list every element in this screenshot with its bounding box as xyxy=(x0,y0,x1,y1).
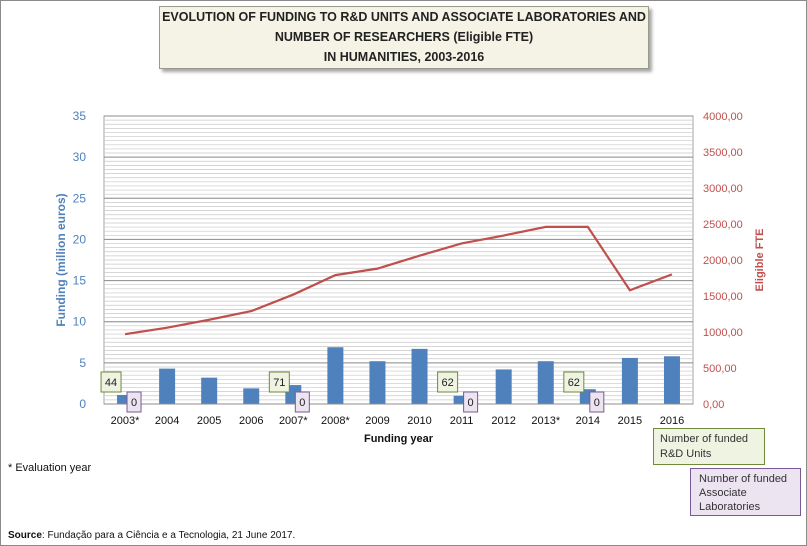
bar xyxy=(411,348,428,404)
funded-units-box xyxy=(268,371,290,393)
title-line-2: NUMBER OF RESEARCHERS (Eligible FTE) xyxy=(274,30,534,44)
x-tick-label: 2011 xyxy=(450,415,474,427)
x-tick-label: 2012 xyxy=(491,415,515,427)
y-tick-label: 35 xyxy=(73,109,87,123)
funded-labs-box xyxy=(126,391,142,413)
bar xyxy=(243,388,260,404)
y2-tick-label: 0,00 xyxy=(703,399,724,411)
funded-units-label: 71 xyxy=(273,377,285,389)
x-tick-label: 2007* xyxy=(279,415,308,427)
x-tick-label: 2003* xyxy=(111,415,140,427)
y2-axis-title: Eligible FTE xyxy=(754,229,766,292)
y2-tick-label: 1000,00 xyxy=(703,327,743,339)
funded-labs-box xyxy=(463,391,479,413)
y2-tick-label: 3500,00 xyxy=(703,147,743,159)
title-line-3: IN HUMANITIES, 2003-2016 xyxy=(323,50,485,64)
y-tick-label: 10 xyxy=(73,315,87,329)
x-tick-label: 2009 xyxy=(365,415,389,427)
y2-tick-label: 1500,00 xyxy=(703,291,743,303)
funded-units-box xyxy=(437,371,459,393)
funded-labs-label: 0 xyxy=(468,397,474,409)
x-tick-label: 2010 xyxy=(407,415,431,427)
bar xyxy=(369,361,386,404)
y-axis-title: Funding (million euros) xyxy=(54,193,68,326)
funded-units-box xyxy=(563,371,585,393)
bar xyxy=(495,369,512,404)
x-tick-label: 2014 xyxy=(576,415,600,427)
x-tick-label: 2016 xyxy=(660,415,684,427)
bar xyxy=(327,347,344,404)
funded-labs-label: 0 xyxy=(131,397,137,409)
y-tick-label: 0 xyxy=(79,397,86,411)
source-label: Source xyxy=(8,530,42,541)
x-tick-label: 2006 xyxy=(239,415,263,427)
funded-labs-box xyxy=(589,391,605,413)
bar xyxy=(621,357,638,404)
x-tick-label: 2015 xyxy=(618,415,642,427)
y-tick-label: 15 xyxy=(73,274,87,288)
x-axis-title: Funding year xyxy=(364,433,434,445)
funded-units-label: 62 xyxy=(568,377,580,389)
bar xyxy=(537,361,554,404)
source-text: : Fundação para a Ciência e a Tecnologia… xyxy=(41,530,296,541)
footnote: * Evaluation year xyxy=(8,462,92,474)
funded-units-label: 62 xyxy=(441,377,453,389)
y2-tick-label: 4000,00 xyxy=(703,111,743,123)
x-tick-label: 2005 xyxy=(197,415,221,427)
x-tick-label: 2004 xyxy=(155,415,179,427)
legend-funded-units: Number of funded R&D Units xyxy=(653,428,765,465)
title-line-1: EVOLUTION OF FUNDING TO R&D UNITS AND AS… xyxy=(162,10,646,24)
funded-labs-label: 0 xyxy=(299,397,305,409)
funded-labs-label: 0 xyxy=(594,397,600,409)
bar xyxy=(117,394,134,404)
y-tick-label: 25 xyxy=(73,191,87,205)
bar xyxy=(201,377,218,404)
funded-units-label: 44 xyxy=(105,377,117,389)
bar xyxy=(453,395,470,404)
source-note: Source: Fundação para a Ciência e a Tecn… xyxy=(8,530,295,541)
legend-funded-labs: Number of funded Associate Laboratories xyxy=(690,468,801,516)
bar xyxy=(159,368,176,404)
bar xyxy=(663,356,680,404)
y2-tick-label: 500,00 xyxy=(703,363,737,375)
y-tick-label: 20 xyxy=(73,232,87,246)
y2-tick-label: 2000,00 xyxy=(703,255,743,267)
chart-title: EVOLUTION OF FUNDING TO R&D UNITS AND AS… xyxy=(159,6,649,69)
y2-tick-label: 2500,00 xyxy=(703,219,743,231)
y-tick-label: 5 xyxy=(79,356,86,370)
series-line xyxy=(124,225,673,336)
y2-tick-label: 3000,00 xyxy=(703,183,743,195)
funded-units-box xyxy=(100,371,122,393)
x-tick-label: 2013* xyxy=(531,415,560,427)
funded-labs-box xyxy=(294,391,310,413)
y-tick-label: 30 xyxy=(73,150,87,164)
x-tick-label: 2008* xyxy=(321,415,350,427)
